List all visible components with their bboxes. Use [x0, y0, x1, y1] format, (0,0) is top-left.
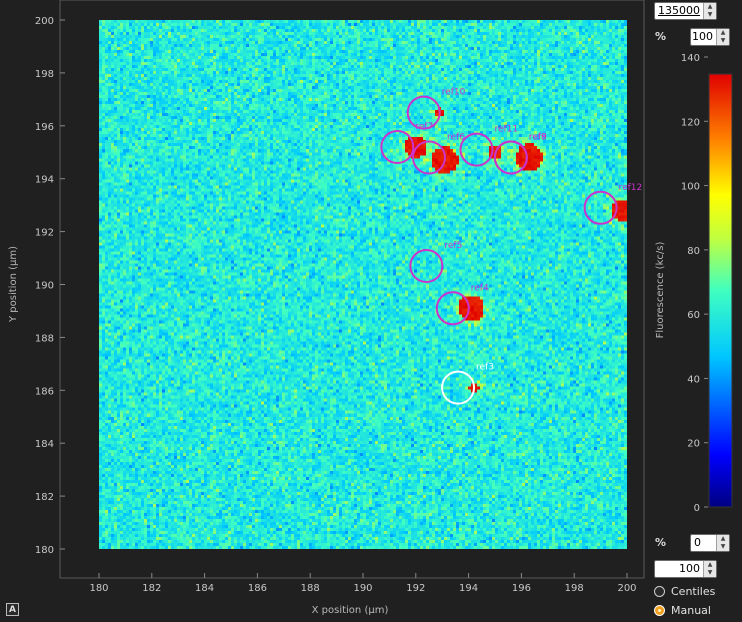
min-value-down-icon[interactable]: ▼	[707, 569, 713, 576]
ref-marker-circle[interactable]	[583, 190, 618, 225]
x-tick-label: 196	[512, 583, 531, 594]
max-value-down-icon[interactable]: ▼	[707, 11, 713, 18]
y-tick-label: 198	[35, 69, 54, 80]
x-tick-label: 186	[248, 583, 267, 594]
ref-marker-label: ref7	[415, 122, 433, 132]
y-tick-label: 200	[35, 16, 54, 27]
max-pct-up-icon[interactable]: ▲	[720, 29, 726, 36]
colorbar-title: Fluorescence (kc/s)	[655, 242, 666, 339]
ref-marker-label: ref8	[529, 133, 547, 143]
colorbar-tick-label: 140	[681, 53, 700, 64]
colorbar-tick-label: 80	[687, 246, 700, 257]
x-tick-label: 184	[195, 583, 214, 594]
min-value-up-icon[interactable]: ▲	[707, 561, 713, 568]
colorbar-tick-label: 0	[694, 503, 700, 514]
manual-radio-icon[interactable]	[654, 605, 665, 616]
ref-marker-label: ref4	[471, 283, 489, 293]
ref-marker-label: ref3	[476, 363, 494, 373]
heatmap-area[interactable]	[99, 20, 627, 549]
x-tick-label: 188	[301, 583, 320, 594]
x-tick-label: 190	[353, 583, 372, 594]
colorbar-tick-label: 60	[687, 310, 700, 321]
colorbar-tick-label: 20	[687, 439, 700, 450]
ref-marker-circle[interactable]	[435, 291, 470, 326]
centiles-radio-icon[interactable]	[654, 586, 665, 597]
x-tick-label: 180	[89, 583, 108, 594]
max-value-spinbox[interactable]: 135000 ▲ ▼	[654, 2, 717, 20]
ref-marker-circle[interactable]	[409, 248, 444, 283]
x-tick-label: 198	[565, 583, 584, 594]
colorbar-tick-label: 40	[687, 374, 700, 385]
max-pct-down-icon[interactable]: ▼	[720, 37, 726, 44]
ref-marker-label: ref10	[442, 88, 466, 98]
y-tick-label: 188	[35, 333, 54, 344]
min-pct-value: 0	[694, 536, 701, 549]
y-tick-label: 182	[35, 492, 54, 503]
min-pct-down-icon[interactable]: ▼	[720, 543, 726, 550]
ref-marker-label: ref6	[447, 133, 465, 143]
min-value: 100	[679, 562, 700, 575]
ref-marker-circle[interactable]	[459, 132, 494, 167]
ref-marker-label: ref11	[495, 125, 519, 135]
max-value-up-icon[interactable]: ▲	[707, 3, 713, 10]
y-tick-label: 180	[35, 545, 54, 556]
ref-marker-label: ref5	[444, 241, 462, 251]
y-tick-label: 196	[35, 122, 54, 133]
max-pct-value: 100	[692, 30, 713, 43]
y-tick-label: 186	[35, 386, 54, 397]
max-value: 135000	[658, 4, 700, 17]
centiles-radio-option[interactable]: Centiles	[654, 585, 715, 598]
colorbar	[708, 73, 733, 508]
y-tick-label: 190	[35, 281, 54, 292]
x-tick-label: 194	[459, 583, 478, 594]
autoscale-button[interactable]: A	[6, 603, 19, 616]
centiles-label: Centiles	[671, 585, 716, 598]
manual-label: Manual	[671, 604, 711, 617]
y-tick-label: 184	[35, 439, 54, 450]
min-pct-spinbox[interactable]: 0 ▲ ▼	[690, 534, 730, 552]
y-axis-title: Y position (µm)	[8, 246, 19, 323]
colorbar-tick-label: 100	[681, 182, 700, 193]
ref-marker-circle[interactable]	[441, 370, 476, 405]
ref-marker-label: ref12	[619, 183, 643, 193]
plot-frame	[59, 0, 645, 579]
y-tick-label: 194	[35, 175, 54, 186]
ref-marker-circle[interactable]	[406, 95, 441, 130]
x-tick-label: 192	[406, 583, 425, 594]
max-pct-spinbox[interactable]: 100 ▲ ▼	[690, 28, 730, 46]
y-tick-label: 192	[35, 228, 54, 239]
ref-marker-circle[interactable]	[412, 140, 446, 175]
x-axis-title: X position (µm)	[312, 605, 389, 616]
min-value-spinbox[interactable]: 100 ▲ ▼	[654, 560, 717, 578]
max-pct-label: %	[655, 30, 667, 43]
min-pct-up-icon[interactable]: ▲	[720, 535, 726, 542]
x-tick-label: 182	[142, 583, 161, 594]
ref-marker-circle[interactable]	[380, 129, 415, 164]
ref-marker-circle[interactable]	[493, 140, 528, 175]
manual-radio-option[interactable]: Manual	[654, 604, 711, 617]
min-pct-label: %	[655, 536, 667, 549]
x-tick-label: 200	[617, 583, 636, 594]
ref-marker-label: ref9	[529, 133, 547, 143]
colorbar-tick-label: 120	[681, 117, 700, 128]
